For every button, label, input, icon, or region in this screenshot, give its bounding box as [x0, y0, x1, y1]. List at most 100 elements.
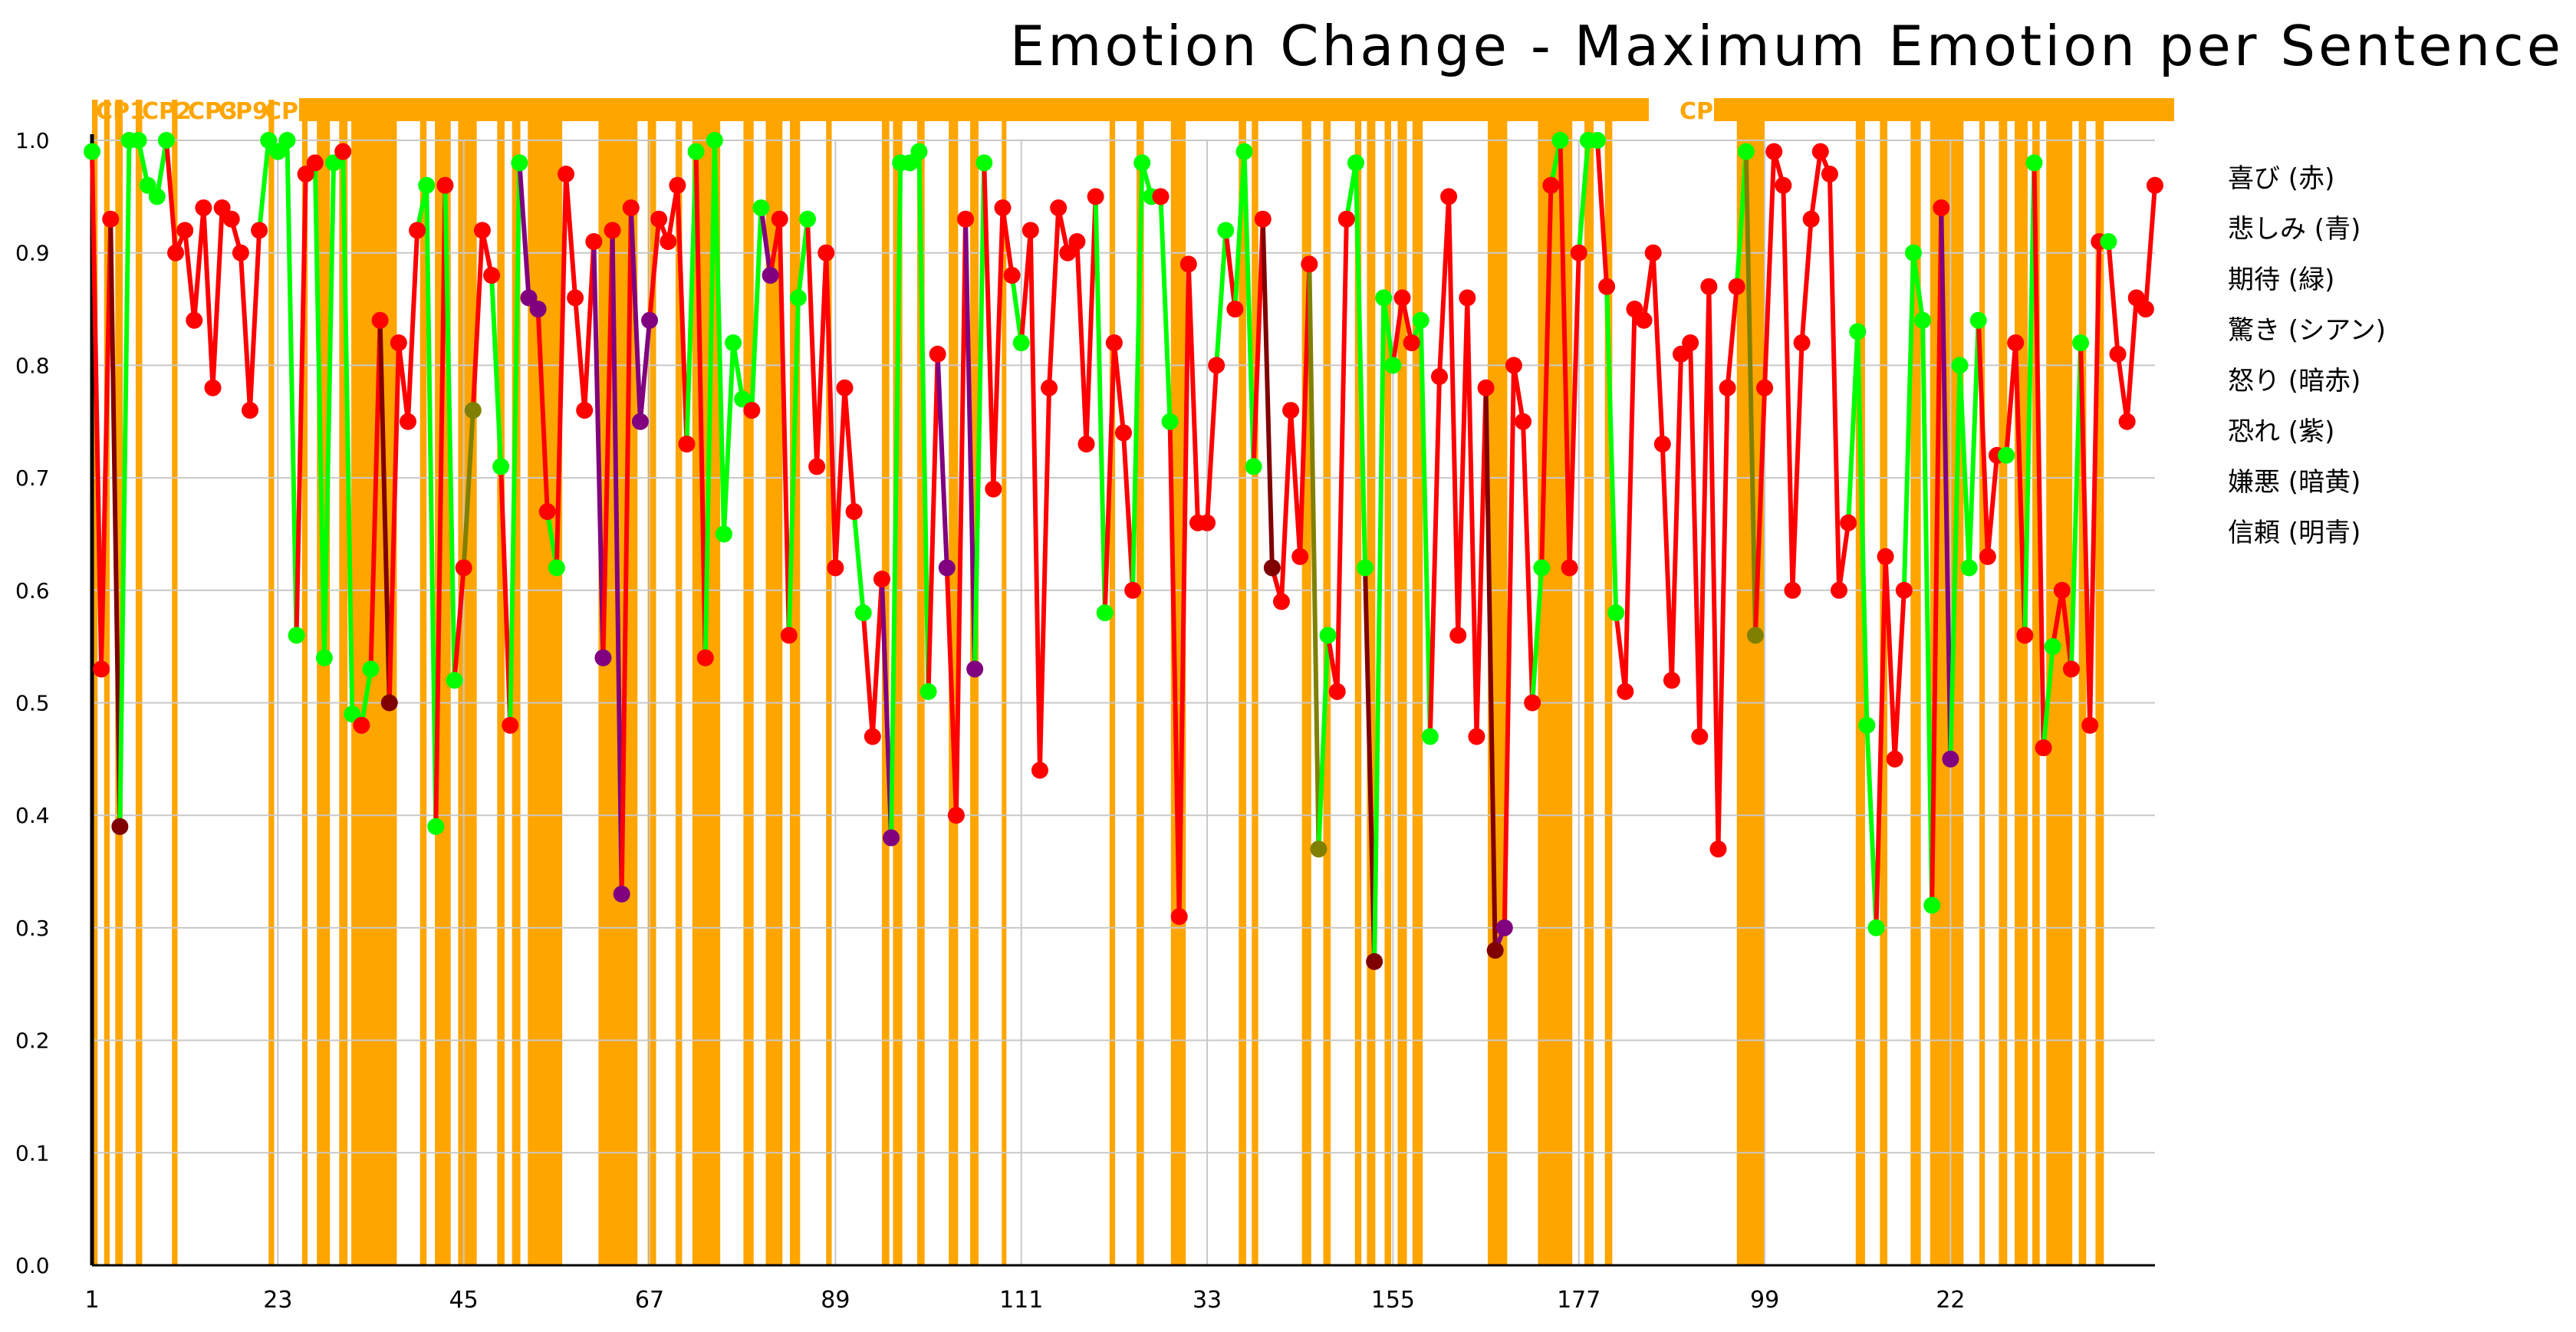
- data-point: [176, 222, 194, 239]
- band-8: [339, 100, 348, 1265]
- data-point: [1235, 143, 1253, 160]
- data-point: [780, 627, 798, 644]
- band-13: [497, 100, 505, 1265]
- series-segment: [1939, 207, 1953, 759]
- series-segment: [1762, 151, 1777, 388]
- data-point: [1765, 143, 1783, 160]
- data-point: [1495, 919, 1513, 936]
- data-point: [1588, 132, 1606, 149]
- series-segment: [1725, 286, 1739, 389]
- data-point: [1709, 840, 1727, 858]
- data-point: [1673, 345, 1690, 363]
- series-segment: [1009, 275, 1024, 344]
- series-segment: [1251, 219, 1265, 467]
- data-point: [1904, 244, 1922, 261]
- series-segment: [2087, 241, 2102, 725]
- data-point: [1524, 694, 1541, 712]
- series-segment: [1093, 196, 1107, 613]
- band-label-strip: [299, 98, 1649, 121]
- x-tick-labels: 1 23 45 67 89 111 33 155 177 99 22: [84, 1287, 1965, 1314]
- series-segment: [1660, 443, 1674, 681]
- y-tick-label: 1.0: [15, 128, 50, 153]
- series-segment: [321, 163, 337, 658]
- data-point: [929, 345, 946, 363]
- y-tick-label: 0.8: [15, 353, 50, 378]
- series-segment: [1752, 387, 1768, 636]
- x-tick-label: 177: [1557, 1287, 1601, 1314]
- data-point: [130, 132, 147, 149]
- data-point: [734, 390, 752, 408]
- data-point: [1840, 514, 1857, 531]
- series-segment: [1901, 252, 1916, 590]
- series-segment: [1521, 421, 1535, 703]
- series-segment: [600, 230, 615, 658]
- data-point: [157, 132, 175, 149]
- data-point: [1617, 682, 1634, 700]
- series-segment: [1363, 567, 1377, 962]
- series-segment: [1000, 207, 1015, 276]
- data-point: [1199, 514, 1216, 531]
- series-segment: [1214, 230, 1229, 366]
- data-point: [251, 222, 268, 239]
- band-10: [419, 100, 427, 1265]
- series-segment: [1334, 219, 1349, 692]
- band-3: [135, 100, 143, 1265]
- data-point: [315, 649, 333, 666]
- series-segment: [1790, 342, 1805, 590]
- series-segment: [1930, 207, 1944, 906]
- data-point: [1598, 278, 1616, 295]
- legend: 喜び (赤) 悲しみ (青) 期待 (緑) 驚き (シアン) 怒り (暗赤) 恐れ (紫)…: [2228, 153, 2386, 558]
- data-point: [1459, 289, 1476, 307]
- data-point: [743, 402, 761, 419]
- axes: [90, 134, 2155, 1267]
- data-point: [93, 660, 110, 678]
- series-segment: [758, 207, 773, 276]
- series-segment: [1353, 163, 1368, 568]
- series-segment: [442, 185, 457, 681]
- data-point: [836, 379, 854, 396]
- data-point: [1811, 143, 1829, 160]
- band-4: [172, 100, 178, 1265]
- series-segment: [702, 140, 717, 658]
- series-segment: [693, 151, 708, 658]
- y-tick-label: 0.1: [15, 1140, 50, 1166]
- series-segment: [991, 207, 1005, 489]
- series-segment: [1158, 196, 1173, 422]
- series-segment: [554, 173, 568, 568]
- legend-item: 恐れ (紫): [2228, 416, 2335, 447]
- series-segment: [517, 163, 531, 298]
- data-point: [288, 627, 305, 644]
- series-segment: [1706, 286, 1721, 850]
- data-point: [399, 413, 416, 430]
- series-segment: [1827, 173, 1842, 590]
- series-segment: [610, 230, 624, 894]
- band-1: [104, 100, 110, 1265]
- data-point: [195, 199, 212, 217]
- data-point: [1960, 559, 1978, 577]
- data-point: [1403, 334, 1420, 352]
- series-segment: [2032, 163, 2046, 748]
- chart-title: Emotion Change - Maximum Emotion per Sen…: [1009, 14, 2564, 78]
- band-41: [1412, 100, 1423, 1265]
- data-point: [2053, 581, 2071, 599]
- band-34: [1252, 100, 1258, 1265]
- data-point: [557, 166, 574, 183]
- series-segment: [2078, 342, 2093, 725]
- series-segment: [387, 342, 401, 703]
- band-51: [1979, 100, 1985, 1265]
- series-segment: [1418, 320, 1433, 737]
- data-point: [2025, 154, 2043, 172]
- series-segment: [470, 230, 485, 411]
- x-tick-label: 111: [999, 1287, 1043, 1314]
- data-point: [678, 436, 696, 453]
- data-point: [1301, 255, 1318, 273]
- data-point: [1746, 627, 1764, 644]
- band-label: CP3: [188, 98, 238, 125]
- series-segment: [982, 163, 996, 489]
- series-segment: [1799, 219, 1814, 344]
- series-segment: [963, 219, 978, 669]
- data-point: [492, 458, 510, 475]
- band-15: [528, 100, 563, 1265]
- series-segment: [192, 207, 206, 321]
- series-segment: [628, 207, 643, 422]
